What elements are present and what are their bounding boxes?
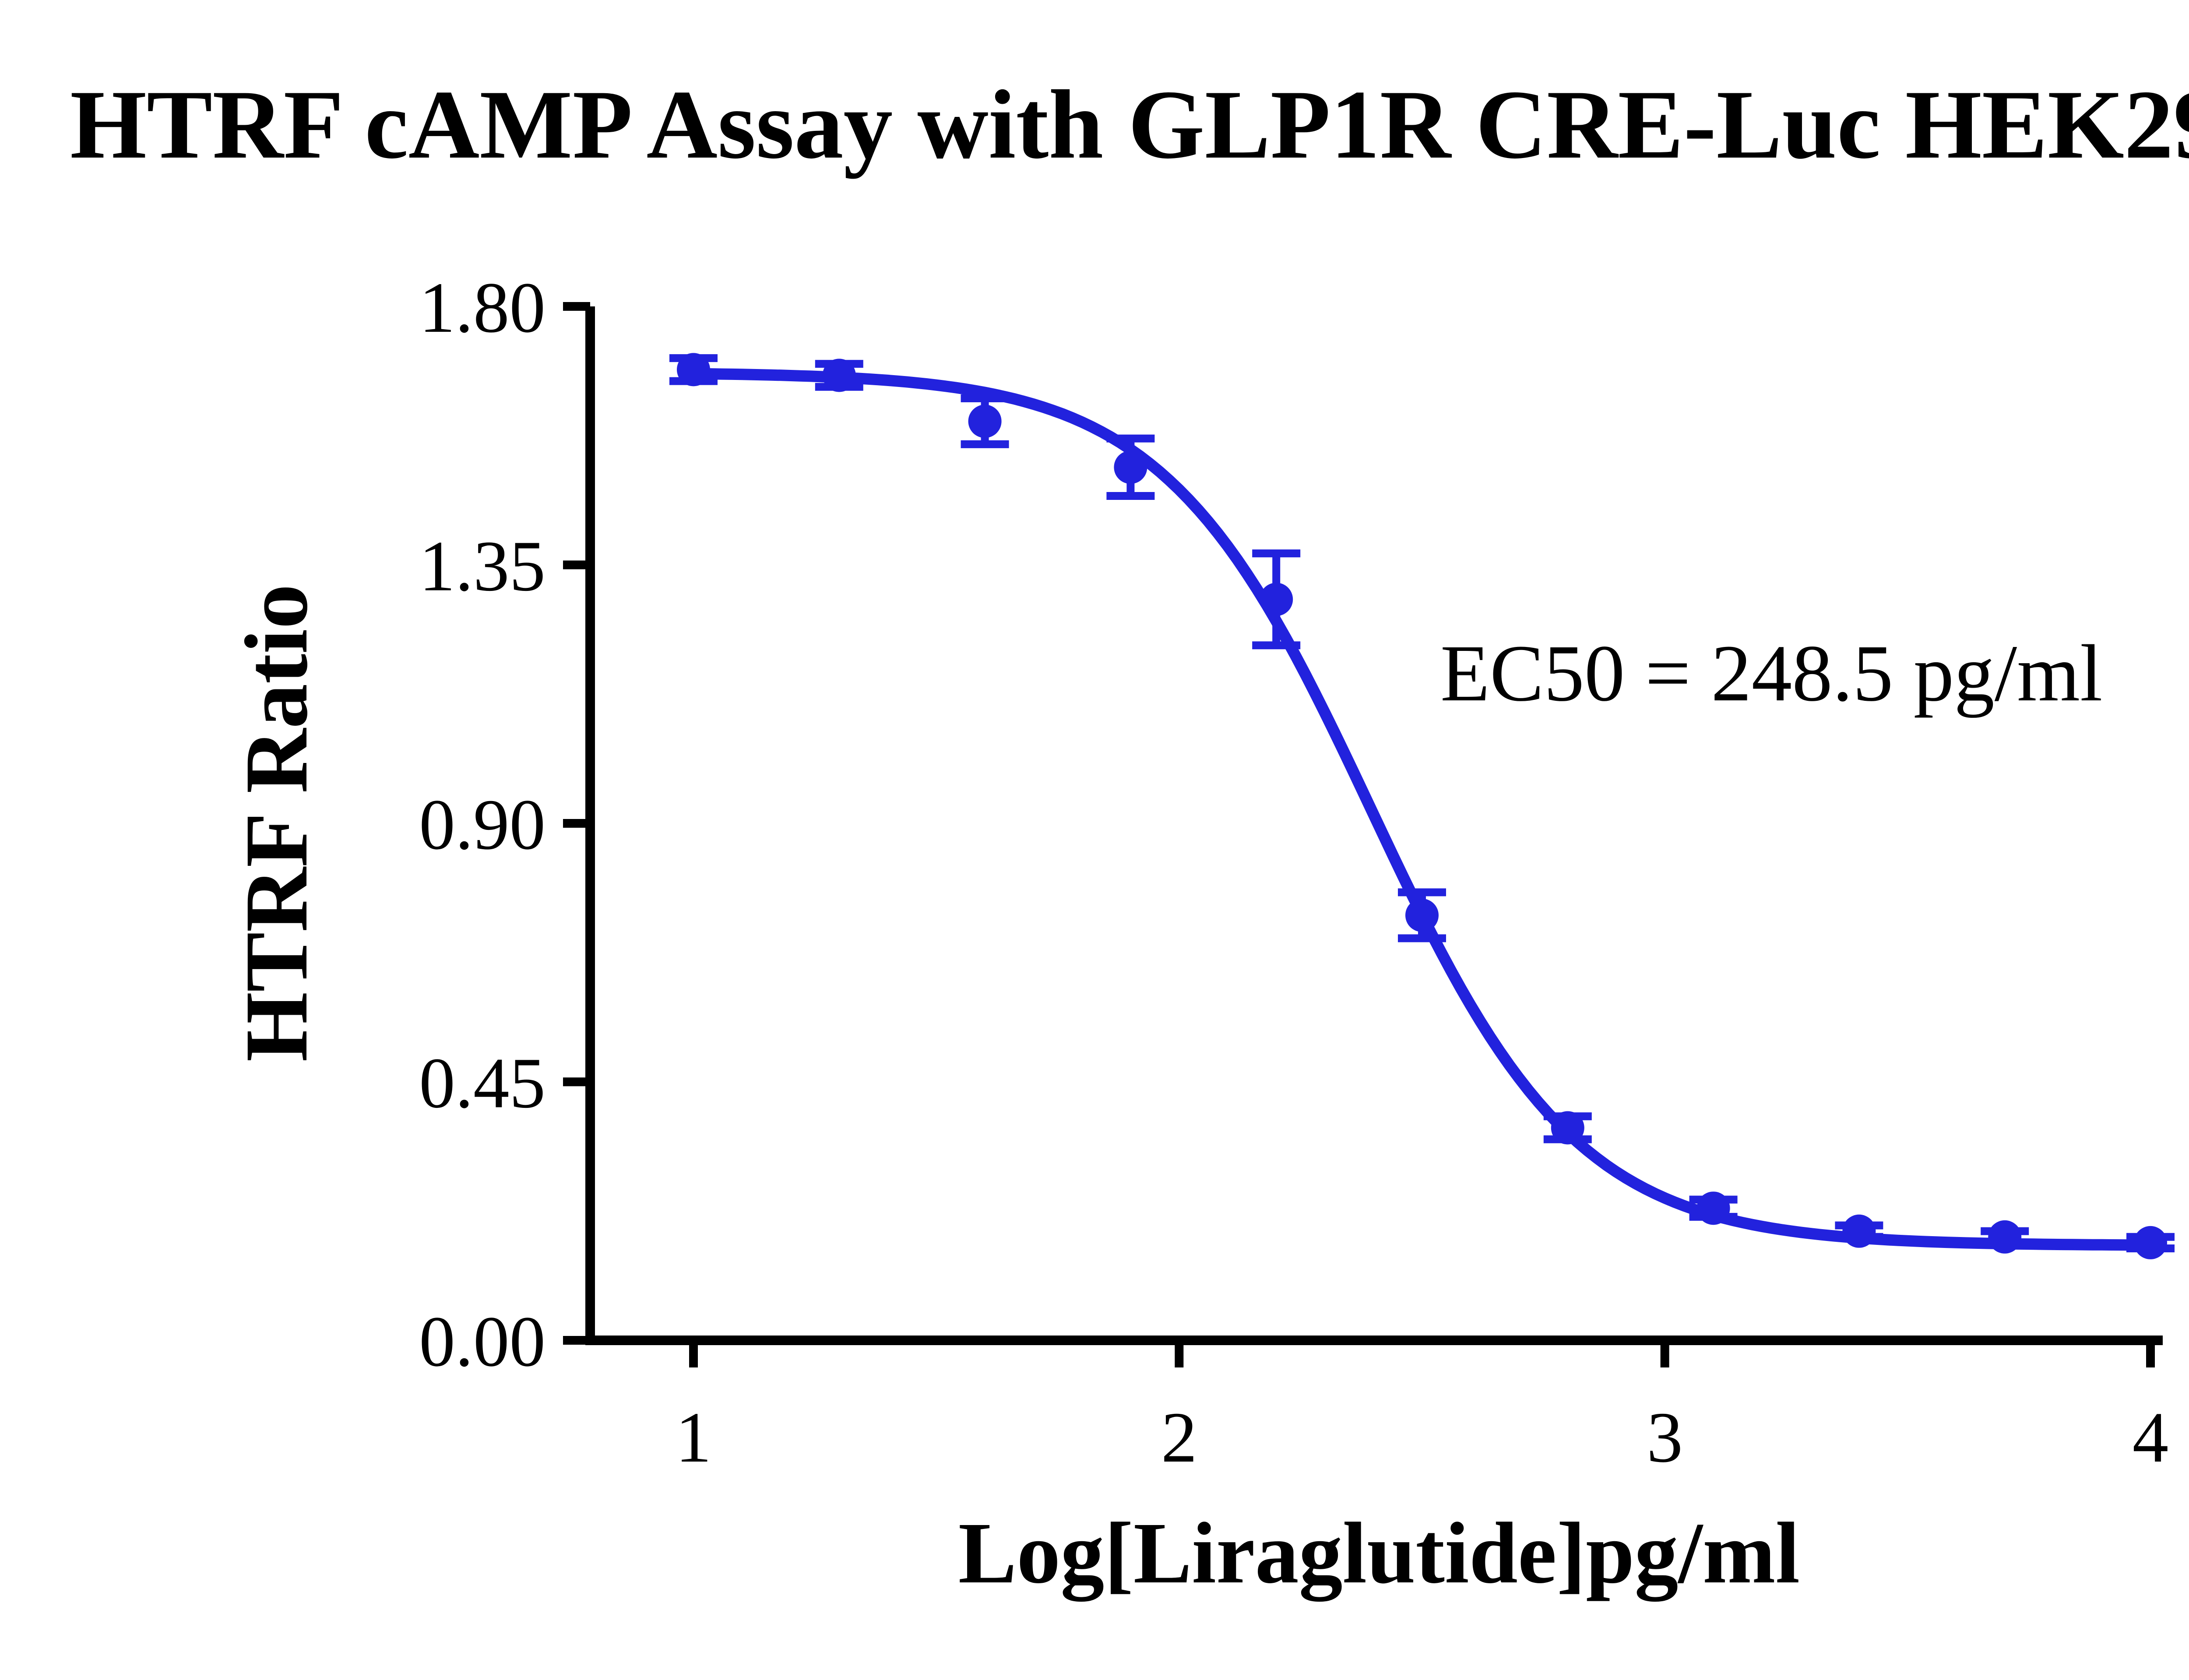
y-tick-label: 1.35 [419,526,545,606]
data-point [677,353,710,387]
data-point [1405,898,1439,932]
data-point [822,358,856,392]
y-tick-label: 0.90 [419,784,545,865]
fit-curve [688,368,2156,1251]
y-tick-label: 1.80 [419,267,545,348]
data-point [1551,1111,1584,1145]
x-tick-label: 2 [1161,1397,1197,1477]
data-point [968,404,1002,438]
y-tick-label: 0.00 [419,1301,545,1381]
chart-title: HTRF cAMP Assay with GLP1R CRE-Luc HEK29… [70,70,2189,179]
y-tick-label: 0.45 [419,1043,545,1123]
data-point [1988,1220,2022,1254]
data-point [1696,1191,1730,1225]
x-tick-label: 3 [1647,1397,1683,1477]
x-axis-title: Log[Liraglutide]pg/ml [958,1505,1800,1602]
y-axis-title: HTRF Ratio [227,584,326,1061]
plot-area: 0.00 0.45 0.90 1.35 1.80 1 2 3 4 [419,267,2175,1477]
x-tick-label: 4 [2133,1397,2169,1477]
ec50-annotation: EC50 = 248.5 pg/ml [1440,629,2102,718]
data-point [1260,583,1293,616]
data-point [2134,1226,2167,1259]
x-tick-label: 1 [676,1397,712,1477]
data-point [1114,450,1147,484]
data-point [1842,1214,1876,1248]
